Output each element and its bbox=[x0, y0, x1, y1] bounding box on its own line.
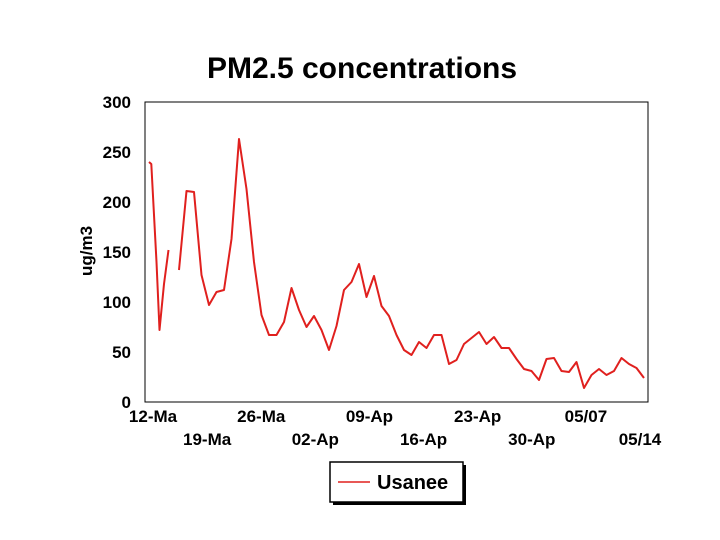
series-line-usanee bbox=[178, 138, 645, 389]
x-tick-label: 09-Ap bbox=[346, 407, 393, 426]
x-tick-label: 30-Ap bbox=[508, 430, 555, 449]
y-tick-label: 300 bbox=[103, 93, 131, 112]
series-layer bbox=[148, 138, 645, 389]
y-tick-label: 200 bbox=[103, 193, 131, 212]
y-axis-label: ug/m3 bbox=[77, 226, 96, 276]
y-tick-label: 250 bbox=[103, 143, 131, 162]
y-tick-label: 50 bbox=[112, 343, 131, 362]
legend-label-usanee: Usanee bbox=[377, 472, 448, 494]
legend: Usanee bbox=[329, 461, 466, 505]
x-tick-label: 02-Ap bbox=[292, 430, 339, 449]
x-tick-label: 05/14 bbox=[619, 430, 662, 449]
series-line-usanee bbox=[148, 161, 170, 331]
y-tick-label: 0 bbox=[122, 393, 131, 412]
x-tick-label: 16-Ap bbox=[400, 430, 447, 449]
chart-title: PM2.5 concentrations bbox=[207, 52, 517, 85]
x-tick-label: 26-Ma bbox=[237, 407, 286, 426]
y-axis-ticks: 0 50 100 150 200 250 300 bbox=[103, 93, 131, 412]
plot-area bbox=[144, 101, 649, 403]
x-tick-label: 05/07 bbox=[565, 407, 608, 426]
y-tick-label: 100 bbox=[103, 293, 131, 312]
x-axis-ticks: 12-Ma 19-Ma 26-Ma 02-Ap 09-Ap 16-Ap 23-Ap 30-Ap… bbox=[129, 407, 662, 449]
x-tick-label: 12-Ma bbox=[129, 407, 178, 426]
x-tick-label: 19-Ma bbox=[183, 430, 232, 449]
y-tick-label: 150 bbox=[103, 243, 131, 262]
x-tick-label: 23-Ap bbox=[454, 407, 501, 426]
